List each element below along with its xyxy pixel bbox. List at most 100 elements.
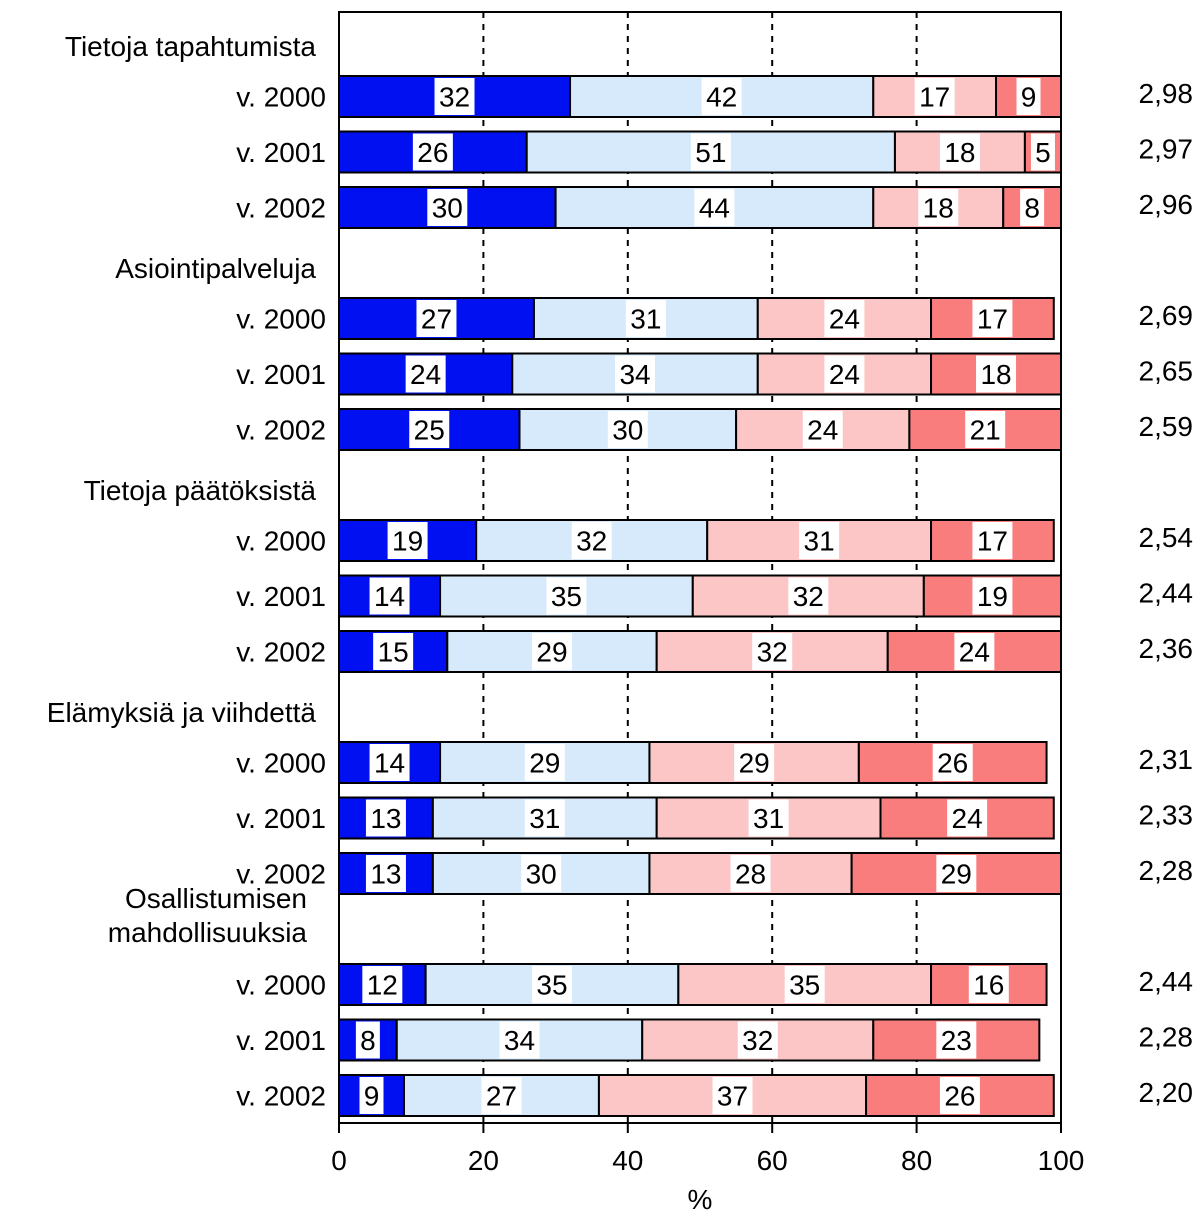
data-label: 18	[944, 137, 975, 168]
data-label: 32	[757, 637, 788, 668]
data-label-bg	[824, 300, 865, 337]
row-label: v. 2002	[236, 1081, 326, 1112]
data-label: 24	[952, 803, 983, 834]
data-label-bg	[365, 855, 406, 892]
data-label-bg	[499, 1021, 540, 1059]
data-label-bg	[387, 522, 428, 559]
data-label-bg	[524, 744, 565, 781]
score-label: 2,28	[1139, 855, 1194, 886]
score-label: 2,36	[1139, 633, 1194, 664]
data-label: 31	[753, 803, 784, 834]
data-label-bg	[531, 966, 572, 1003]
score-label: 2,98	[1139, 78, 1194, 109]
data-label-bg	[824, 355, 865, 393]
data-label-bg	[752, 633, 793, 670]
data-label-bg	[607, 411, 648, 448]
row-label: v. 2000	[236, 82, 326, 113]
row-label: v. 2001	[236, 359, 326, 390]
data-label: 21	[970, 415, 1001, 446]
data-label: 14	[374, 581, 405, 612]
data-label: 24	[807, 415, 838, 446]
data-label-bg	[546, 577, 587, 615]
data-label-bg	[359, 1077, 384, 1114]
data-label: 26	[944, 1081, 975, 1112]
data-label-bg	[362, 966, 403, 1003]
data-label: 17	[977, 304, 1008, 335]
data-label-bg	[694, 189, 735, 226]
score-label: 2,44	[1139, 966, 1194, 997]
data-label-bg	[369, 744, 410, 781]
row-label: v. 2001	[236, 1025, 326, 1056]
data-label-bg	[972, 577, 1013, 615]
data-label: 29	[529, 748, 560, 779]
data-label-bg	[932, 744, 973, 781]
score-label: 2,96	[1139, 189, 1194, 220]
data-label-bg	[918, 189, 959, 226]
data-label-bg	[1020, 189, 1045, 226]
data-label: 44	[699, 193, 730, 224]
data-label: 32	[439, 82, 470, 113]
data-label-bg	[405, 355, 446, 393]
data-label-bg	[409, 411, 450, 448]
data-label-bg	[784, 966, 825, 1003]
x-tick-label: 20	[468, 1145, 499, 1176]
data-label: 8	[1024, 193, 1040, 224]
data-label: 27	[421, 304, 452, 335]
data-label: 51	[695, 137, 726, 168]
data-label: 24	[829, 304, 860, 335]
data-label: 27	[486, 1081, 517, 1112]
row-label: v. 2000	[236, 304, 326, 335]
data-label-bg	[615, 355, 656, 393]
category-labels: Tietoja tapahtumista v. 2000 v. 2001 v. 200…	[47, 31, 326, 1112]
data-label-bg	[737, 1021, 778, 1059]
data-label-bg	[730, 855, 771, 892]
group-label: Elämyksiä ja viihdettä	[47, 697, 317, 728]
data-label-bg	[965, 411, 1006, 448]
data-label: 42	[706, 82, 737, 113]
data-label: 19	[977, 581, 1008, 612]
data-label-bg	[972, 300, 1013, 337]
row-label: v. 2000	[236, 970, 326, 1001]
data-label-bg	[690, 133, 731, 171]
data-label: 34	[504, 1025, 535, 1056]
data-label: 32	[576, 526, 607, 557]
data-label-bg	[939, 133, 980, 171]
data-label: 19	[392, 526, 423, 557]
score-label: 2,54	[1139, 522, 1194, 553]
data-label: 9	[364, 1081, 380, 1112]
data-label: 18	[980, 359, 1011, 390]
row-label: v. 2002	[236, 859, 326, 890]
data-label: 26	[937, 748, 968, 779]
score-label: 2,59	[1139, 411, 1194, 442]
data-label: 30	[432, 193, 463, 224]
data-label-bg	[939, 1077, 980, 1114]
grid-lines	[482, 12, 918, 1123]
data-label-bg	[748, 799, 789, 837]
data-label: 13	[370, 859, 401, 890]
x-tick-label: 100	[1038, 1145, 1085, 1176]
data-label-bg	[1030, 133, 1055, 171]
data-label-bg	[521, 855, 562, 892]
data-label: 26	[417, 137, 448, 168]
data-label-bg	[968, 966, 1009, 1003]
data-label-bg	[701, 78, 742, 115]
data-label: 25	[414, 415, 445, 446]
data-label-bg	[972, 522, 1013, 559]
group-label: Tietoja päätöksistä	[84, 475, 317, 506]
data-label: 17	[977, 526, 1008, 557]
row-label: v. 2002	[236, 415, 326, 446]
x-tick-label: 80	[901, 1145, 932, 1176]
data-label: 13	[370, 803, 401, 834]
group-label: Osallistumisen mahdollisuuksia	[108, 883, 308, 948]
data-label: 30	[526, 859, 557, 890]
data-label-bg	[954, 633, 995, 670]
data-label-bg	[712, 1077, 753, 1114]
score-labels: 2,98 2,97 2,96 2,69 2,65 2,59 2,54 2,44 2,36 2,31…	[1139, 78, 1194, 1108]
data-label-bg	[373, 633, 414, 670]
data-label-bg	[947, 799, 988, 837]
data-label-bg	[412, 133, 453, 171]
data-label: 29	[536, 637, 567, 668]
score-label: 2,20	[1139, 1077, 1194, 1108]
data-label: 31	[529, 803, 560, 834]
score-label: 2,28	[1139, 1022, 1194, 1053]
